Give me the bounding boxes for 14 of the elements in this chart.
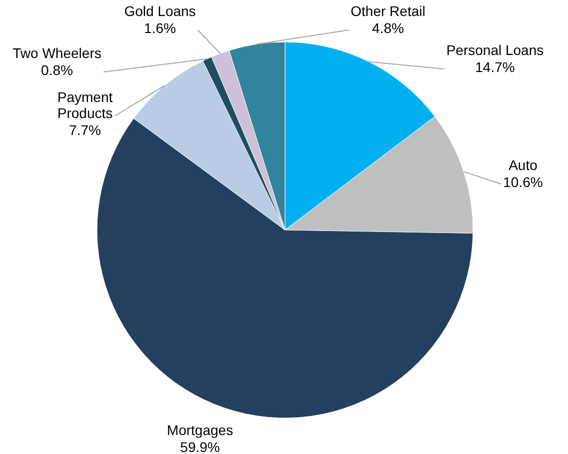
slice-label: Mortgages: [166, 422, 234, 438]
data-label: 4.8%: [372, 20, 404, 36]
data-label: 14.7%: [475, 59, 515, 75]
data-label: 7.7%: [69, 122, 101, 138]
slice-label: Personal Loans: [446, 42, 544, 58]
slice-label: Two Wheelers: [12, 45, 102, 61]
data-label: 10.6%: [503, 174, 543, 190]
slice-label: Gold Loans: [124, 3, 196, 19]
data-label: 0.8%: [41, 62, 73, 78]
data-label: 1.6%: [144, 20, 176, 36]
slice-label: Other Retail: [350, 3, 426, 19]
slice-label: Auto: [508, 157, 538, 173]
data-label: 59.9%: [180, 439, 220, 454]
slice-label: Payment Products: [57, 89, 113, 121]
